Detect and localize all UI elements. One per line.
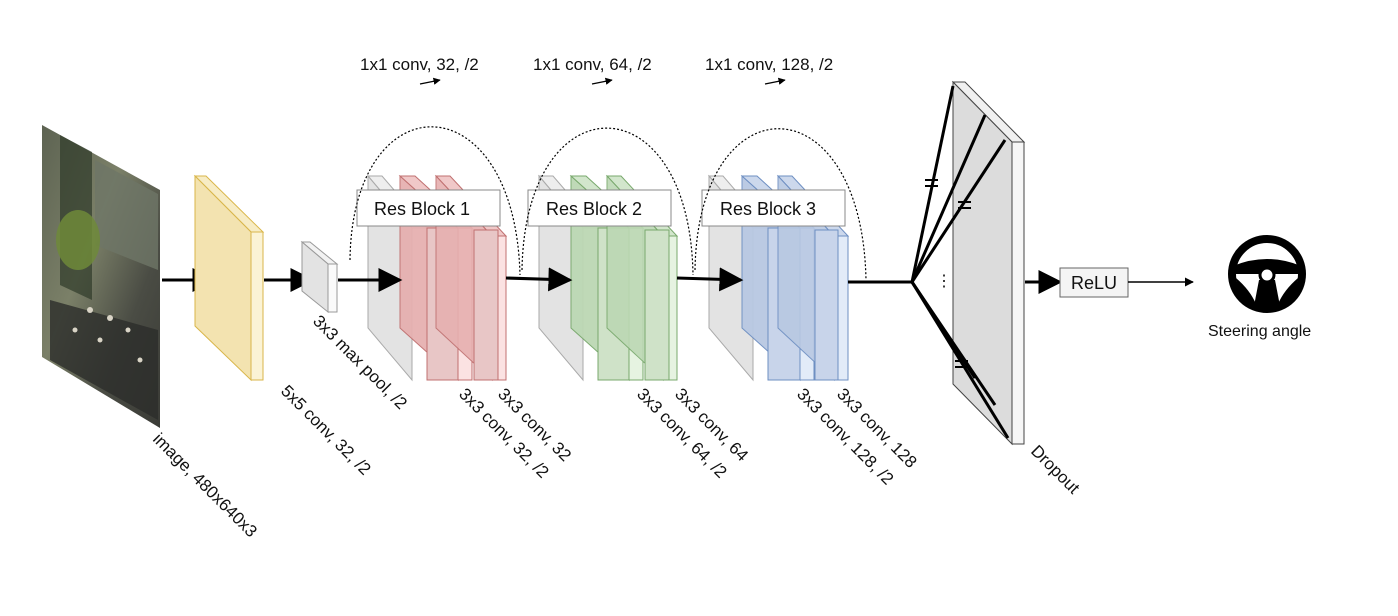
res-block-2-title-box (527, 189, 672, 227)
res-block-1-shortcut-arrow (349, 126, 521, 276)
res-block-3-shortcut-head (764, 77, 786, 85)
conv5x5-label: 5x5 conv, 32, /2 (277, 381, 374, 478)
res-block-3-shortcut-label: 1x1 conv, 128, /2 (705, 55, 833, 74)
dropout-label: Dropout (1027, 441, 1083, 497)
input-image (42, 125, 160, 428)
maxpool-layer (300, 240, 339, 314)
res-block-3-title-box (701, 189, 846, 227)
input-label: image, 480x640x3 (149, 429, 261, 541)
res-block-1-title-box (356, 189, 501, 227)
conv5x5-layer (193, 174, 265, 382)
res-block-3-title: Res Block 3 (720, 199, 816, 219)
relu-label: ReLU (1071, 273, 1117, 293)
res-block-2-title: Res Block 2 (546, 199, 642, 219)
dropout-layer (910, 80, 1026, 446)
arrow-block1-block2 (505, 267, 573, 292)
res-block-3-shortcut-arrow (694, 128, 867, 281)
steering-wheel-icon (1228, 235, 1306, 313)
relu-box (1059, 267, 1129, 298)
dropout-ellipsis: ⋮ (936, 273, 952, 290)
output-label: Steering angle (1208, 323, 1311, 340)
arrow-block2-block3 (676, 267, 744, 292)
res-block-2-shortcut-label: 1x1 conv, 64, /2 (533, 55, 652, 74)
res-block-2-shortcut-head (591, 77, 613, 85)
res-block-1-title: Res Block 1 (374, 199, 470, 219)
res-block-1-shortcut-label: 1x1 conv, 32, /2 (360, 55, 479, 74)
res-block-1-shortcut-head (419, 77, 441, 85)
res-block-2-shortcut-arrow (521, 127, 694, 276)
